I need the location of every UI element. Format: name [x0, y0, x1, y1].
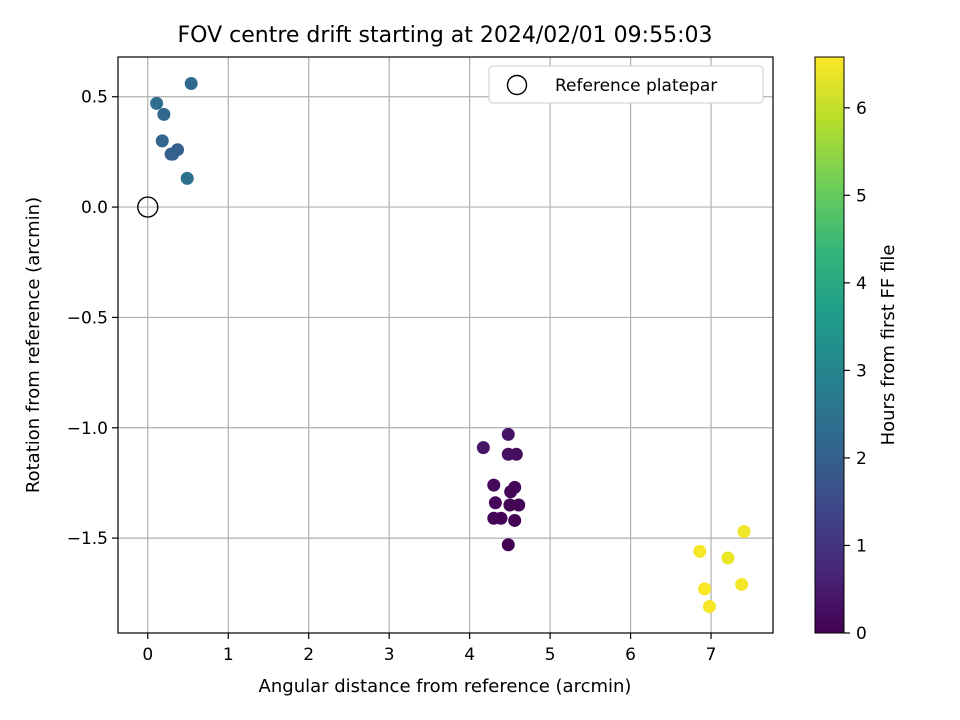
y-tick-label: 0.5 [81, 88, 108, 108]
colorbar-tick-label: 4 [856, 274, 867, 294]
x-tick-label: 5 [545, 645, 556, 665]
scatter-point [721, 551, 735, 565]
x-tick-label: 2 [303, 645, 314, 665]
scatter-point [737, 524, 751, 538]
legend-entry-label: Reference platepar [555, 76, 717, 96]
scatter-point [487, 478, 501, 492]
colorbar-tick-label: 5 [856, 186, 867, 206]
colorbar-tick-label: 0 [856, 624, 867, 644]
reference-marker-group [137, 196, 159, 218]
colorbar-label: Hours from first FF file [878, 245, 899, 446]
reference-platepar-marker [137, 196, 159, 218]
scatter-point [476, 441, 490, 455]
scatter-point [501, 538, 515, 552]
legend-box [488, 65, 764, 104]
scatter-point [504, 485, 518, 499]
scatter-point [157, 107, 171, 121]
y-tick-label: 0.0 [81, 198, 108, 218]
scatter-point [735, 577, 749, 591]
x-axis-ticks: 0 1 2 3 4 5 6 7 [142, 633, 716, 665]
scatter-point [488, 496, 502, 510]
colorbar-tick-label: 2 [856, 449, 867, 469]
x-axis-label: Angular distance from reference (arcmin) [259, 676, 632, 697]
x-tick-label: 3 [384, 645, 395, 665]
scatter-point [501, 427, 515, 441]
x-tick-label: 6 [625, 645, 636, 665]
plot-background [118, 57, 773, 633]
y-tick-label: −1.0 [67, 419, 108, 439]
scatter-point [512, 498, 526, 512]
x-tick-label: 1 [223, 645, 234, 665]
colorbar-gradient [814, 56, 845, 634]
x-tick-label: 7 [706, 645, 717, 665]
chart-title: FOV centre drift starting at 2024/02/01 … [178, 23, 713, 48]
grid-lines [118, 57, 773, 633]
scatter-point [698, 582, 712, 596]
legend: Reference platepar [488, 65, 764, 104]
scatter-point [150, 96, 164, 110]
y-axis-ticks: 0.5 0.0 −0.5 −1.0 −1.5 [67, 88, 118, 549]
x-tick-label: 0 [142, 645, 153, 665]
scatter-point [693, 544, 707, 558]
scatter-point [155, 134, 169, 148]
legend-marker-circle [506, 74, 528, 96]
colorbar-ticks: 0 1 2 3 4 5 6 [844, 99, 867, 644]
y-tick-label: −1.5 [67, 529, 108, 549]
scatter-points [150, 76, 751, 614]
plot-area: 0 1 2 3 4 5 6 7 0.5 0.0 −0.5 −1.0 −1.5 [67, 56, 774, 665]
scatter-point [184, 76, 198, 90]
colorbar-tick-label: 3 [856, 361, 867, 381]
plot-frame [117, 56, 774, 634]
scatter-point [508, 513, 522, 527]
y-axis-label: Rotation from reference (arcmin) [23, 197, 44, 493]
colorbar: 0 1 2 3 4 5 6 Hours from first FF file [814, 56, 899, 644]
scatter-point [494, 511, 508, 525]
scatter-point [702, 600, 716, 614]
scatter-point [166, 147, 180, 161]
scatter-point [509, 447, 523, 461]
colorbar-tick-label: 6 [856, 99, 867, 119]
x-tick-label: 4 [464, 645, 475, 665]
y-tick-label: −0.5 [67, 308, 108, 328]
scatter-point [180, 171, 194, 185]
colorbar-tick-label: 1 [856, 536, 867, 556]
